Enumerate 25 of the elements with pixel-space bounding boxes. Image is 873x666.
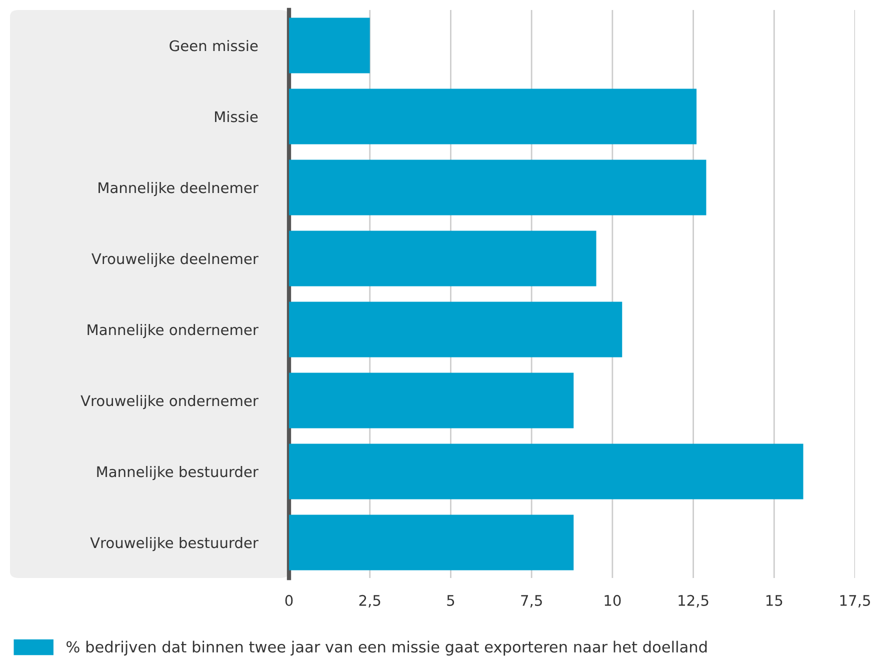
x-tick-label: 5: [447, 595, 454, 606]
bar: [289, 302, 622, 358]
x-tick-label: 7,5: [521, 595, 542, 608]
bar: [289, 18, 370, 74]
legend-label: % bedrijven dat binnen twee jaar van een missie gaat exporteren naar het doelland: [66, 640, 707, 656]
x-tick-label: 0: [285, 594, 293, 606]
bar: [289, 444, 804, 500]
bar: [289, 372, 574, 428]
x-tick-label: 10: [604, 594, 621, 606]
y-tick-label: Vrouwelijke bestuurder: [90, 536, 258, 552]
y-tick-label: Vrouwelijke deelnemer: [92, 252, 258, 268]
y-tick-label: Mannelijke bestuurder: [97, 466, 258, 480]
x-tick-label: 2,5: [359, 594, 380, 608]
y-tick-label: Vrouwelijke ondernemer: [80, 394, 258, 410]
y-tick-label: Geen missie: [170, 40, 258, 52]
x-tick-label: 17,5: [840, 595, 870, 608]
y-tick-label: Missie: [215, 110, 258, 122]
x-tick-label: 15: [766, 595, 782, 606]
bar: [289, 160, 706, 216]
y-tick-label: Mannelijke ondernemer: [88, 324, 258, 338]
bar: [289, 88, 697, 144]
x-tick-label: 12,5: [678, 594, 708, 608]
y-tick-label: Mannelijke deelnemer: [98, 182, 258, 196]
bar: [289, 230, 596, 286]
bar: [289, 514, 574, 570]
